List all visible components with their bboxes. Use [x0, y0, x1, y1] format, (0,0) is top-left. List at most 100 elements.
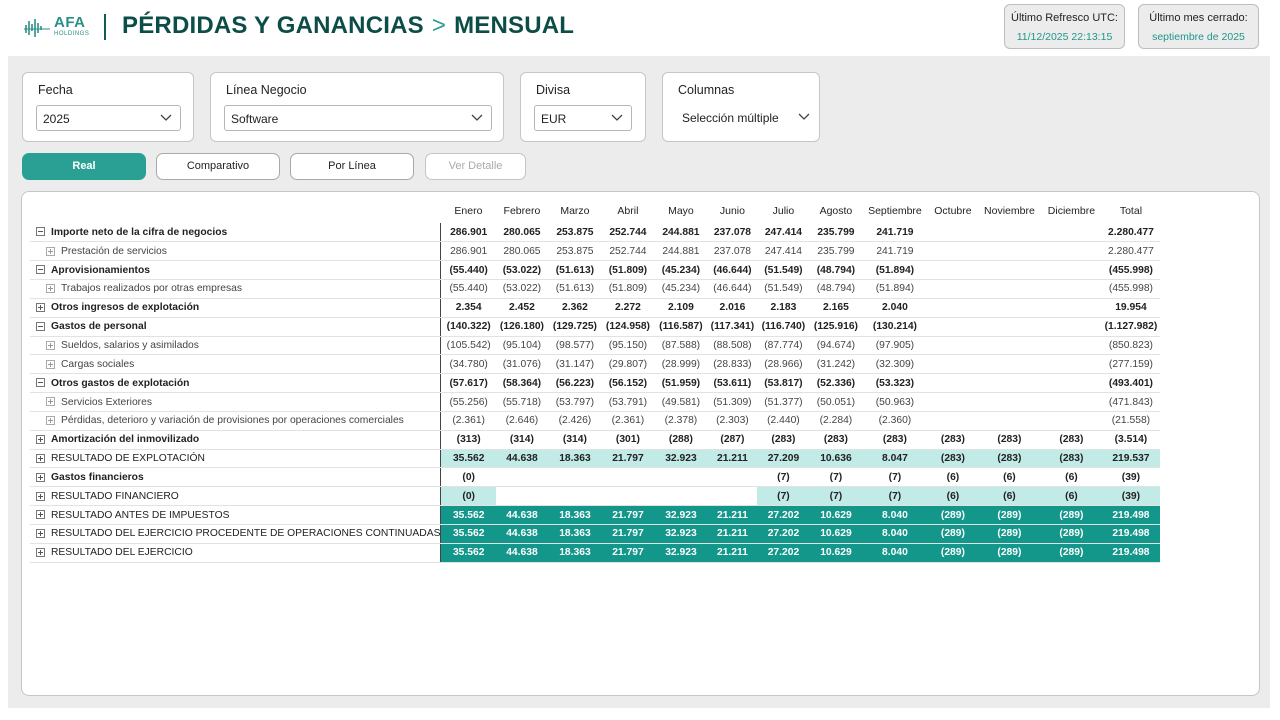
value-cell: (55.256) — [440, 392, 496, 412]
table-row[interactable]: RESULTADO ANTES DE IMPUESTOS 35.562 44.638… — [30, 505, 1160, 525]
expand-icon[interactable] — [36, 434, 45, 444]
column-header[interactable]: Mayo — [668, 204, 694, 217]
value-cell: 35.562 — [440, 449, 496, 469]
value-cell — [977, 260, 1041, 281]
expand-icon[interactable] — [46, 340, 55, 350]
row-label: Servicios Exteriores — [61, 396, 152, 408]
value-cell: 2.452 — [495, 298, 548, 318]
table-row[interactable]: Otros ingresos de explotación 2.354 2.452 2… — [30, 298, 1160, 318]
expand-icon[interactable] — [46, 359, 55, 369]
value-cell: 10.636 — [809, 449, 862, 469]
expand-icon[interactable] — [36, 491, 45, 501]
table-row[interactable]: Gastos financieros (0) (7) (7) (7) (6) (6) (6)(… — [30, 467, 1160, 488]
column-header[interactable]: Octubre — [934, 204, 972, 217]
value-cell: (289) — [977, 543, 1041, 563]
value-cell: (28.833) — [707, 354, 757, 375]
value-cell: 21.211 — [707, 543, 757, 563]
expand-icon[interactable] — [46, 397, 55, 407]
value-cell: 21.211 — [707, 524, 757, 544]
expand-icon[interactable] — [36, 529, 45, 539]
value-cell: (116.740) — [756, 317, 810, 337]
table-row[interactable]: RESULTADO DE EXPLOTACIÓN 35.562 44.638 18.3… — [30, 449, 1160, 469]
por-linea-button[interactable]: Por Línea — [290, 153, 414, 180]
table-row[interactable]: RESULTADO FINANCIERO (0) (7) (7) (7) (6) (6) (6… — [30, 486, 1160, 507]
table-row[interactable]: RESULTADO DEL EJERCICIO PROCEDENTE DE OP… — [30, 524, 1160, 544]
table-row[interactable]: Aprovisionamientos (55.440) (53.022) (51.61… — [30, 260, 1160, 281]
value-cell: (2.646) — [495, 411, 548, 431]
last-closed-month-label: Último mes cerrado: — [1149, 12, 1248, 24]
column-header[interactable]: Marzo — [560, 204, 590, 217]
column-header[interactable]: Diciembre — [1047, 204, 1096, 217]
column-header[interactable]: Abril — [617, 204, 639, 217]
value-cell — [927, 241, 978, 262]
collapse-icon[interactable] — [36, 321, 45, 331]
linea-negocio-dropdown[interactable]: Software — [224, 105, 492, 131]
value-cell: (2.284) — [809, 411, 862, 431]
value-cell — [1040, 298, 1102, 318]
column-header[interactable]: Agosto — [819, 204, 853, 217]
value-cell: (288) — [653, 430, 708, 450]
table-row[interactable]: Gastos de personal (140.322) (126.180) (129… — [30, 317, 1160, 337]
table-row[interactable]: Trabajos realizados por otras empresas (5… — [30, 279, 1160, 299]
value-cell: (289) — [1040, 505, 1102, 525]
value-cell: (283) — [809, 430, 862, 450]
title-subsection: MENSUAL — [454, 12, 575, 39]
expand-icon[interactable] — [36, 510, 45, 520]
expand-icon[interactable] — [36, 548, 45, 558]
comparativo-button[interactable]: Comparativo — [156, 153, 280, 180]
collapse-icon[interactable] — [36, 227, 45, 237]
table-row[interactable]: Otros gastos de explotación (57.617) (58.3… — [30, 373, 1160, 394]
real-button[interactable]: Real — [22, 153, 146, 180]
columnas-dropdown[interactable]: Selección múltiple — [663, 105, 810, 131]
column-header[interactable]: Enero — [454, 204, 483, 217]
columnas-slicer: Columnas Selección múltiple — [662, 72, 820, 142]
column-header[interactable]: Septiembre — [868, 204, 922, 217]
divisa-slicer: Divisa EUR — [520, 72, 646, 142]
divisa-dropdown[interactable]: EUR — [534, 105, 632, 131]
value-cell: 32.923 — [653, 524, 708, 544]
company-logo: AFA HOLDINGS — [24, 14, 94, 42]
column-header[interactable]: Junio — [719, 204, 745, 217]
value-cell: (314) — [495, 430, 548, 450]
table-row[interactable]: Servicios Exteriores (55.256) (55.718) (53.… — [30, 392, 1160, 412]
value-cell: (0) — [440, 467, 496, 488]
expand-icon[interactable] — [46, 284, 55, 294]
expand-icon[interactable] — [36, 453, 45, 463]
fecha-dropdown[interactable]: 2025 — [36, 105, 181, 131]
expand-icon[interactable] — [36, 303, 45, 313]
collapse-icon[interactable] — [36, 265, 45, 275]
value-cell: 35.562 — [440, 524, 496, 544]
value-cell: 18.363 — [547, 543, 602, 563]
table-row[interactable]: Cargas sociales (34.780) (31.076) (31.147)(… — [30, 354, 1160, 375]
table-row[interactable]: Prestación de servicios 286.901 280.065 253… — [30, 241, 1160, 262]
expand-icon[interactable] — [36, 472, 45, 482]
table-row[interactable]: Amortización del inmovilizado (313) (314)(… — [30, 430, 1160, 450]
value-cell: 10.629 — [809, 505, 862, 525]
value-cell: (50.963) — [861, 392, 928, 412]
value-cell: (31.076) — [495, 354, 548, 375]
expand-icon[interactable] — [46, 246, 55, 256]
ver-detalle-button[interactable]: Ver Detalle — [425, 153, 526, 180]
table-row[interactable]: Pérdidas, deterioro y variación de provi… — [30, 411, 1160, 431]
column-header[interactable]: Noviembre — [984, 204, 1035, 217]
collapse-icon[interactable] — [36, 378, 45, 388]
column-header[interactable]: Febrero — [503, 204, 541, 217]
last-refresh-label: Último Refresco UTC: — [1011, 12, 1118, 24]
value-cell: (7) — [861, 486, 928, 507]
column-header[interactable]: Total — [1119, 204, 1143, 217]
column-header[interactable]: Julio — [772, 204, 795, 217]
expand-icon[interactable] — [46, 416, 55, 426]
table-row[interactable]: Importe neto de la cifra de negocios 286.… — [30, 223, 1160, 243]
value-cell — [927, 392, 978, 412]
value-cell: (51.894) — [861, 260, 928, 281]
table-row[interactable]: RESULTADO DEL EJERCICIO 35.562 44.638 18.36… — [30, 543, 1160, 563]
table-row[interactable]: Sueldos, salarios y asimilados (105.542)(… — [30, 336, 1160, 356]
value-cell: (289) — [927, 543, 978, 563]
value-cell: 27.202 — [756, 505, 810, 525]
value-cell — [653, 486, 708, 507]
value-cell: (283) — [977, 430, 1041, 450]
value-cell: (53.797) — [547, 392, 602, 412]
value-cell: 247.414 — [756, 241, 810, 262]
value-cell: 237.078 — [707, 223, 757, 243]
value-cell — [927, 373, 978, 394]
